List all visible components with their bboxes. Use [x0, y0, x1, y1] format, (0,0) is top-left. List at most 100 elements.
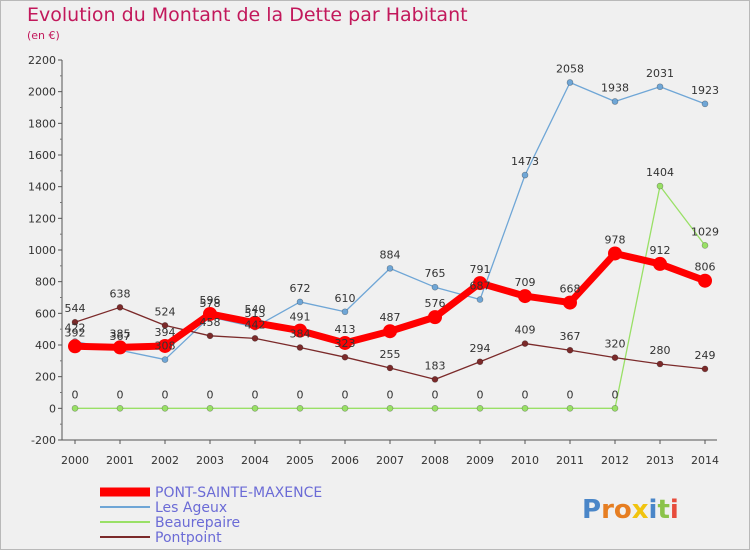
data-point [293, 323, 307, 338]
data-label: 524 [155, 305, 176, 318]
data-point [296, 344, 304, 351]
data-label: 409 [515, 324, 536, 337]
chart-data-labels: 392 385 394 596 540 491 413 487 576 791 709 668 978 9… [65, 62, 720, 401]
y-tick-label: 800 [35, 276, 56, 289]
data-point [206, 405, 214, 412]
data-label: 0 [567, 388, 574, 401]
data-point [431, 283, 439, 291]
data-point [113, 340, 127, 355]
x-tick-label: 2005 [286, 454, 314, 467]
data-point [71, 318, 79, 326]
x-tick-label: 2004 [241, 454, 269, 467]
data-label: 458 [200, 316, 221, 329]
data-label: 323 [335, 337, 356, 350]
x-tick-label: 2009 [466, 454, 494, 467]
x-tick-label: 2014 [691, 454, 719, 467]
data-point [206, 332, 214, 340]
data-point [431, 405, 439, 412]
data-label: 978 [605, 233, 626, 246]
data-label: 912 [650, 244, 671, 257]
y-tick-label: 1200 [28, 212, 56, 225]
data-label: 668 [560, 283, 581, 296]
data-point [476, 296, 484, 303]
data-point [518, 289, 532, 304]
data-point [656, 360, 664, 368]
data-label: 540 [245, 303, 266, 316]
data-point [251, 405, 259, 412]
data-label: 1923 [691, 84, 719, 97]
data-label: 578 [200, 297, 221, 310]
x-tick-label: 2003 [196, 454, 224, 467]
data-label: 0 [297, 388, 304, 401]
data-label: 394 [155, 326, 176, 339]
x-tick-label: 2013 [646, 454, 674, 467]
data-point [341, 353, 349, 361]
data-point [701, 365, 709, 373]
data-label: 183 [425, 359, 446, 372]
legend-label: Pontpoint [155, 530, 222, 546]
chart-title: Evolution du Montant de la Dette par Hab… [27, 4, 468, 26]
y-tick-label: 200 [35, 371, 56, 384]
data-point [338, 335, 352, 350]
data-label: 294 [470, 342, 491, 355]
data-label: 544 [65, 302, 86, 315]
data-point [248, 315, 262, 330]
data-label: 367 [110, 330, 131, 343]
data-label: 384 [290, 328, 311, 341]
data-point [71, 405, 79, 412]
data-label: 491 [290, 311, 311, 324]
data-point [161, 405, 169, 412]
data-point [161, 356, 169, 363]
data-point [611, 405, 619, 412]
data-point [656, 83, 664, 91]
data-point [383, 324, 397, 339]
data-point [701, 242, 709, 249]
logo-text: Proxiti [582, 495, 679, 525]
data-point [203, 306, 217, 321]
data-point [116, 405, 124, 412]
data-label: 2058 [556, 62, 584, 75]
data-label: 2031 [646, 67, 674, 80]
data-point [563, 295, 577, 310]
data-label: 0 [342, 388, 349, 401]
legend-label: PONT-SAINTE-MAXENCE [155, 485, 322, 501]
x-tick-label: 2011 [556, 454, 584, 467]
data-label: 791 [470, 263, 491, 276]
x-tick-label: 2000 [61, 454, 89, 467]
chart-axes: -200020040060080010001200140016001800200… [28, 54, 719, 467]
y-tick-label: 400 [35, 339, 56, 352]
data-point [341, 405, 349, 412]
data-point [158, 338, 172, 353]
data-point [428, 310, 442, 325]
y-tick-label: 2200 [28, 54, 56, 67]
data-label: 638 [110, 287, 131, 300]
data-label: 413 [335, 323, 356, 336]
x-tick-label: 2007 [376, 454, 404, 467]
data-label: 0 [522, 388, 529, 401]
y-tick-label: -200 [31, 434, 56, 447]
data-label: 1404 [646, 166, 674, 179]
data-point [521, 340, 529, 347]
data-label: 442 [245, 318, 266, 331]
data-point [161, 322, 169, 329]
data-point [698, 273, 712, 288]
data-point [341, 308, 349, 316]
data-label: 487 [380, 311, 401, 324]
data-point [611, 98, 619, 105]
data-point [566, 346, 574, 354]
chart-subtitle: (en €) [27, 29, 60, 42]
y-tick-label: 2000 [28, 86, 56, 99]
data-point [296, 298, 304, 306]
y-tick-label: 600 [35, 307, 56, 320]
data-label: 765 [425, 267, 446, 280]
data-point [476, 358, 484, 366]
data-label: 0 [387, 388, 394, 401]
data-label: 806 [695, 261, 716, 274]
x-tick-label: 2006 [331, 454, 359, 467]
legend-label: Les Ageux [155, 500, 227, 516]
x-tick-label: 2001 [106, 454, 134, 467]
data-label: 392 [65, 326, 86, 339]
